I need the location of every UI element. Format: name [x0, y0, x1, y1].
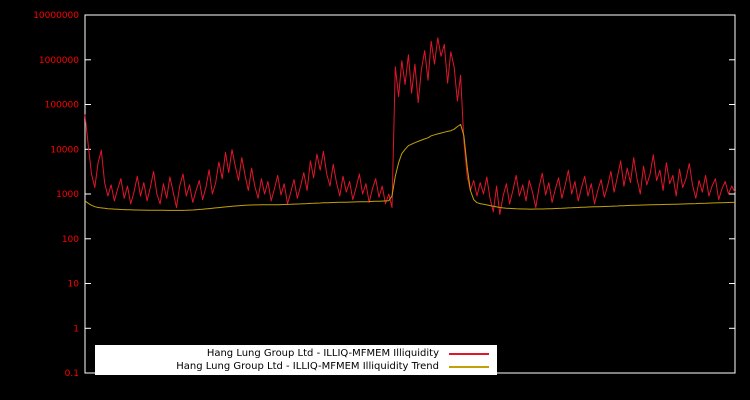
y-tick-label: 1000000 — [39, 56, 79, 66]
legend-line-sample-illiquidity — [449, 352, 489, 355]
y-tick-label: 1000 — [56, 190, 79, 200]
legend-item-trend: Hang Lung Group Ltd - ILLIQ-MFMEM Illiqu… — [103, 361, 489, 372]
legend-item-illiquidity: Hang Lung Group Ltd - ILLIQ-MFMEM Illiqu… — [103, 348, 489, 359]
y-axis: 10000000 1000000 100000 10000 1000 100 10 1 0.1 — [33, 11, 735, 379]
y-tick-label: 10000000 — [33, 11, 79, 21]
y-tick-label: 100 — [62, 235, 79, 245]
y-tick-label: 1 — [73, 324, 79, 334]
legend: Hang Lung Group Ltd - ILLIQ-MFMEM Illiqu… — [95, 345, 497, 375]
legend-label-illiquidity: Hang Lung Group Ltd - ILLIQ-MFMEM Illiqu… — [206, 348, 439, 359]
illiquidity-trend-line — [84, 123, 735, 211]
legend-label-trend: Hang Lung Group Ltd - ILLIQ-MFMEM Illiqu… — [176, 361, 439, 372]
y-tick-label: 0.1 — [65, 369, 79, 379]
y-tick-label: 10 — [68, 280, 80, 290]
legend-line-sample-trend — [449, 365, 489, 368]
y-tick-label: 100000 — [45, 101, 80, 111]
y-tick-label: 10000 — [50, 145, 79, 155]
illiquidity-series-line — [84, 37, 736, 215]
